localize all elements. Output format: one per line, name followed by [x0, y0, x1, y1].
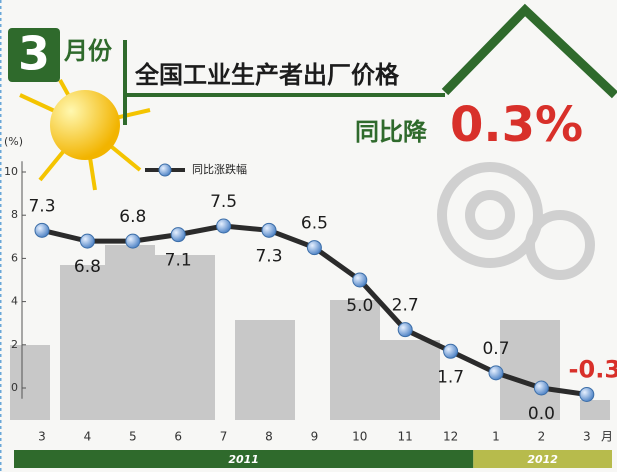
- data-label: 6.8: [119, 207, 146, 227]
- x-axis-label: 月: [601, 430, 613, 444]
- x-tick-label: 3: [583, 430, 591, 444]
- data-label: 2.7: [392, 296, 419, 316]
- data-label: 7.1: [165, 251, 192, 271]
- data-point: [397, 322, 413, 338]
- headline-month: 3: [18, 27, 50, 81]
- y-tick-label: 10: [4, 165, 18, 178]
- x-tick-label: 3: [38, 430, 46, 444]
- x-tick-label: 4: [84, 430, 92, 444]
- data-label: 7.3: [28, 196, 55, 216]
- y-tick-label: 0: [11, 381, 18, 394]
- data-point: [306, 240, 322, 256]
- y-tick-label: 4: [11, 295, 18, 308]
- data-point: [170, 227, 186, 243]
- data-point: [352, 272, 368, 288]
- headline-month-unit: 月份: [63, 37, 113, 65]
- x-tick-label: 12: [443, 430, 458, 444]
- data-point: [216, 218, 232, 234]
- data-label: 6.8: [74, 257, 101, 277]
- chart-title: 全国工业生产者出厂价格: [134, 61, 400, 89]
- legend-label: 同比涨跌幅: [192, 162, 247, 176]
- data-point: [488, 365, 504, 381]
- x-group-label: 2012: [527, 453, 558, 466]
- y-axis-label: (%): [4, 135, 23, 148]
- data-point: [533, 380, 549, 396]
- x-tick-label: 1: [492, 430, 500, 444]
- x-tick-label: 6: [174, 430, 182, 444]
- x-group-band: [473, 450, 612, 468]
- data-label: 6.5: [301, 214, 328, 234]
- y-tick-label: 6: [11, 251, 18, 264]
- x-group-label: 2011: [228, 453, 259, 466]
- x-tick-label: 9: [311, 430, 319, 444]
- headline-value: 0.3%: [450, 97, 583, 153]
- x-tick-label: 11: [398, 430, 413, 444]
- data-label: 7.3: [255, 246, 282, 266]
- data-label: 0.0: [528, 404, 555, 424]
- data-point: [125, 233, 141, 249]
- data-point: [34, 222, 50, 238]
- data-point: [443, 343, 459, 359]
- x-group-band: [14, 450, 474, 468]
- data-point: [261, 222, 277, 238]
- data-label: 5.0: [346, 296, 373, 316]
- x-tick-label: 10: [352, 430, 367, 444]
- y-tick-label: 2: [11, 338, 18, 351]
- data-label: 0.7: [482, 339, 509, 359]
- gears: [437, 162, 595, 280]
- month-box: [8, 28, 60, 82]
- x-tick-label: 7: [220, 430, 228, 444]
- x-tick-label: 2: [538, 430, 546, 444]
- data-label: -0.3: [569, 355, 617, 383]
- data-point: [79, 233, 95, 249]
- chart-subtitle: 同比降: [355, 118, 428, 146]
- y-tick-label: 8: [11, 208, 18, 221]
- data-point: [579, 386, 595, 402]
- roof: [441, 3, 617, 99]
- x-tick-label: 8: [265, 430, 273, 444]
- buildings: [10, 245, 610, 420]
- data-label: 7.5: [210, 192, 237, 212]
- sun: [19, 79, 151, 191]
- data-label: 1.7: [437, 367, 464, 387]
- x-tick-label: 5: [129, 430, 137, 444]
- legend-marker: [158, 163, 172, 177]
